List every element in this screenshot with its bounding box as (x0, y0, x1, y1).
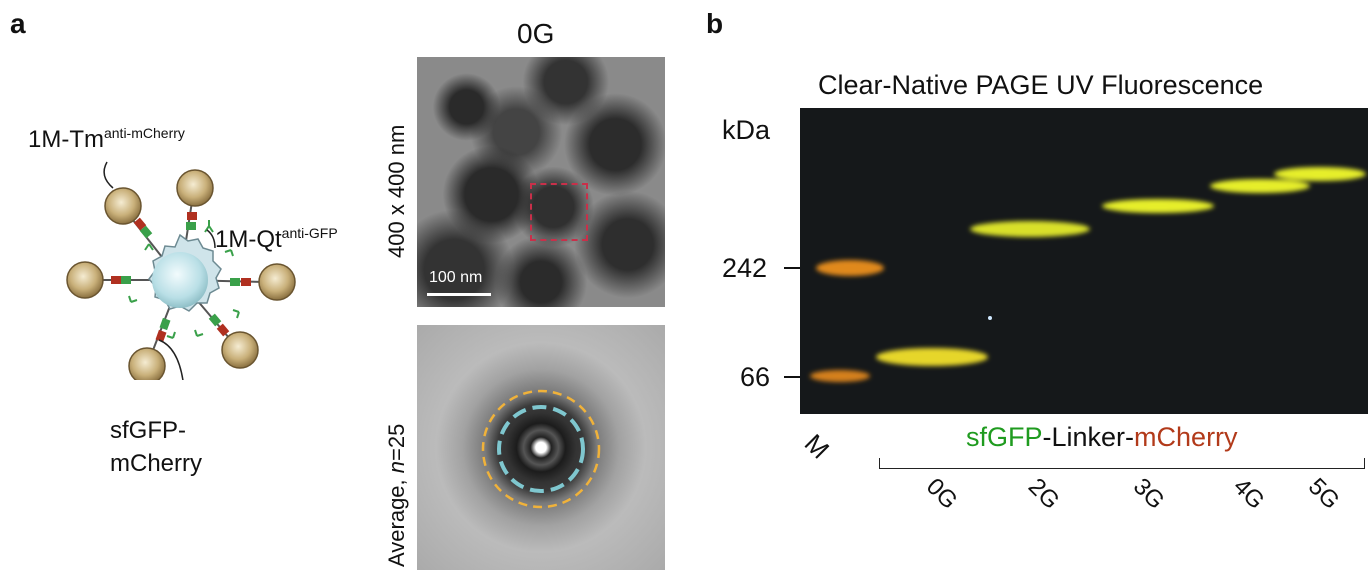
receptors (128, 220, 240, 339)
label-sfgfp-mcherry: sfGFP- mCherry (110, 417, 203, 477)
tem-title: 0G (517, 18, 555, 49)
lane-label-3g: 3G (1127, 473, 1170, 515)
sample-bracket (879, 458, 1365, 469)
tick-242 (784, 267, 800, 269)
marker-band-66 (810, 370, 870, 382)
averaged-image (417, 325, 665, 570)
bracket-label: sfGFP-Linker-mCherry (966, 422, 1238, 452)
label-1m-tm: 1M-Tmanti-mCherry (28, 125, 185, 153)
band-3g (1102, 199, 1214, 213)
band-5g (1274, 167, 1366, 181)
fusion-proteins (111, 212, 251, 343)
marker-66: 66 (740, 362, 771, 392)
roi-box (530, 183, 588, 241)
label-1m-qt: 1M-Qtanti-GFP (215, 225, 338, 253)
gel-title: Clear-Native PAGE UV Fluorescence (818, 70, 1264, 100)
panel-a-letter: a (10, 8, 26, 39)
marker-band-242 (816, 260, 884, 276)
outer-ring (481, 389, 601, 509)
panel-b-letter: b (706, 8, 724, 39)
lane-label-0g: 0G (920, 473, 963, 515)
band-0g (876, 348, 988, 366)
marker-242: 242 (722, 253, 768, 283)
band-2g (970, 221, 1090, 237)
scalebar (427, 293, 491, 296)
band-4g (1210, 179, 1310, 193)
scalebar-label: 100 nm (429, 269, 483, 286)
tem-micrograph: 100 nm (417, 57, 665, 307)
tem-size-label: 400 x 400 nm (384, 124, 409, 258)
nanocage-schematic (66, 161, 296, 380)
average-label: Average, n=25 (384, 423, 409, 567)
lane-label-2g: 2G (1022, 473, 1065, 515)
kda-label: kDa (722, 115, 771, 145)
gel-image (800, 108, 1368, 414)
lane-label-5g: 5G (1302, 473, 1345, 515)
tick-66 (784, 376, 800, 378)
lane-label-4g: 4G (1227, 473, 1270, 515)
lane-label-m: M (798, 428, 836, 465)
inner-ring (497, 405, 585, 493)
